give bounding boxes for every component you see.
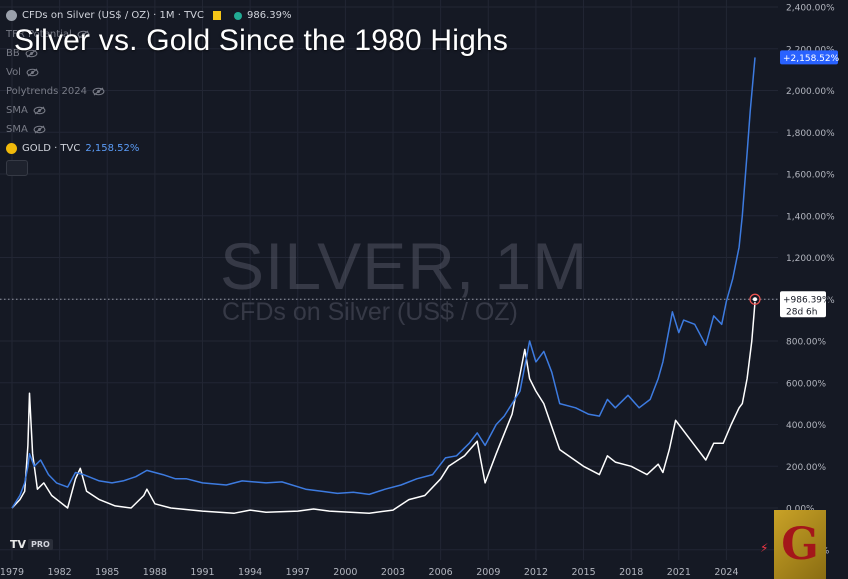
- legend-indicator[interactable]: BB: [6, 44, 292, 63]
- alert-icon: ⚡: [760, 541, 768, 555]
- eye-off-icon[interactable]: [77, 30, 90, 39]
- badge-letter: G: [781, 519, 819, 570]
- watermark-description: CFDs on Silver (US$ / OZ): [222, 298, 518, 326]
- x-tick-label: 2000: [333, 567, 357, 578]
- last-value-marker: [749, 293, 761, 305]
- y-tick-label: 400.00%: [786, 421, 826, 431]
- x-tick-label: 1979: [0, 567, 24, 578]
- symbol-label: CFDs on Silver (US$ / OZ) · 1M · TVC: [22, 10, 204, 21]
- silver-series-line: [11, 302, 756, 514]
- x-axis-panel: [0, 560, 848, 579]
- indicator-label: TFR Potential: [6, 29, 72, 40]
- compare-label: GOLD · TVC: [22, 143, 81, 154]
- y-tick-label: 0.00%: [786, 505, 815, 515]
- eye-off-icon[interactable]: [26, 68, 39, 77]
- x-tick-label: 2021: [667, 567, 691, 578]
- watermark-badge: G: [774, 510, 826, 579]
- y-tick-label: 1,400.00%: [786, 212, 835, 222]
- last-value-dot: [753, 297, 757, 302]
- indicator-label: SMA: [6, 124, 28, 135]
- x-tick-label: 1991: [190, 567, 214, 578]
- x-axis: 1979 1982 1985 1988 1991 1994 1997 2000 2003 2006…: [0, 560, 848, 579]
- silver-countdown-label: 28d 6h: [786, 307, 817, 317]
- x-tick-label: 1988: [143, 567, 167, 578]
- x-tick-label: 2009: [476, 567, 500, 578]
- gold-symbol-icon: [6, 143, 17, 154]
- gold-series-line: [11, 57, 756, 509]
- y-tick-label: 2,400.00%: [786, 4, 835, 14]
- y-axis: 2,400.00% 2,200.00% 2,000.00% 1,800.00% 1,60…: [778, 0, 848, 579]
- gold-price-label-bg: [780, 50, 838, 65]
- legend-indicator[interactable]: Polytrends 2024: [6, 82, 292, 101]
- y-tick-label: 2,200.00%: [786, 45, 835, 55]
- y-tick-label: 1,600.00%: [786, 171, 835, 181]
- chart-title: Silver vs. Gold Since the 1980 Highs: [14, 24, 509, 57]
- watermark-symbol: SILVER, 1M: [220, 229, 589, 303]
- flag-icon[interactable]: [213, 11, 221, 20]
- indicator-label: BB: [6, 48, 20, 59]
- legend-indicator[interactable]: TFR Potential: [6, 25, 292, 44]
- y-tick-label: 1,200.00%: [786, 254, 835, 264]
- tradingview-logo[interactable]: TV PRO: [10, 538, 53, 551]
- y-axis-panel: [778, 0, 848, 579]
- y-tick-label: 200.00%: [786, 463, 826, 473]
- eye-off-icon[interactable]: [92, 87, 105, 96]
- change-value: 986.39%: [247, 10, 292, 21]
- gold-price-label: +2,158.52%: [783, 54, 840, 64]
- eye-off-icon[interactable]: [33, 106, 46, 115]
- x-tick-label: 2018: [619, 567, 643, 578]
- legend-panel: CFDs on Silver (US$ / OZ) · 1M · TVC 986…: [6, 6, 292, 158]
- overlay-layer: +2,158.52% +986.39% 28d 6h ⚡: [0, 50, 840, 555]
- market-status-icon: [234, 11, 242, 20]
- eye-off-icon[interactable]: [33, 125, 46, 134]
- x-tick-label: 2003: [381, 567, 405, 578]
- x-tick-label: 2006: [429, 567, 453, 578]
- indicator-label: Vol: [6, 67, 21, 78]
- y-tick-label: 600.00%: [786, 379, 826, 389]
- logo-text: TV: [10, 538, 27, 551]
- x-tick-label: 1982: [48, 567, 72, 578]
- x-tick-label: 1994: [238, 567, 262, 578]
- compare-value: 2,158.52%: [85, 143, 140, 154]
- legend-indicator[interactable]: SMA: [6, 101, 292, 120]
- x-tick-label: 2024: [714, 567, 738, 578]
- x-tick-label: 1985: [95, 567, 119, 578]
- indicator-label: SMA: [6, 105, 28, 116]
- series-layer: [11, 57, 756, 514]
- legend-indicator[interactable]: SMA: [6, 120, 292, 139]
- legend-indicator[interactable]: Vol: [6, 63, 292, 82]
- silver-symbol-icon: [6, 10, 17, 21]
- eye-off-icon[interactable]: [25, 49, 38, 58]
- legend-header[interactable]: CFDs on Silver (US$ / OZ) · 1M · TVC 986…: [6, 6, 292, 25]
- silver-price-label: +986.39%: [783, 295, 831, 305]
- logo-pro-badge: PRO: [28, 539, 53, 550]
- x-tick-label: 2015: [571, 567, 595, 578]
- grid-layer: [0, 0, 778, 560]
- x-tick-label: 1997: [286, 567, 310, 578]
- y-tick-label: 1,800.00%: [786, 129, 835, 139]
- legend-collapse-button[interactable]: [6, 160, 28, 176]
- silver-price-label-bg: [780, 291, 826, 318]
- y-tick-label: 800.00%: [786, 338, 826, 348]
- y-tick-label: 2,000.00%: [786, 87, 835, 97]
- indicator-label: Polytrends 2024: [6, 86, 87, 97]
- legend-compare-gold[interactable]: GOLD · TVC 2,158.52%: [6, 139, 292, 158]
- x-tick-label: 2012: [524, 567, 548, 578]
